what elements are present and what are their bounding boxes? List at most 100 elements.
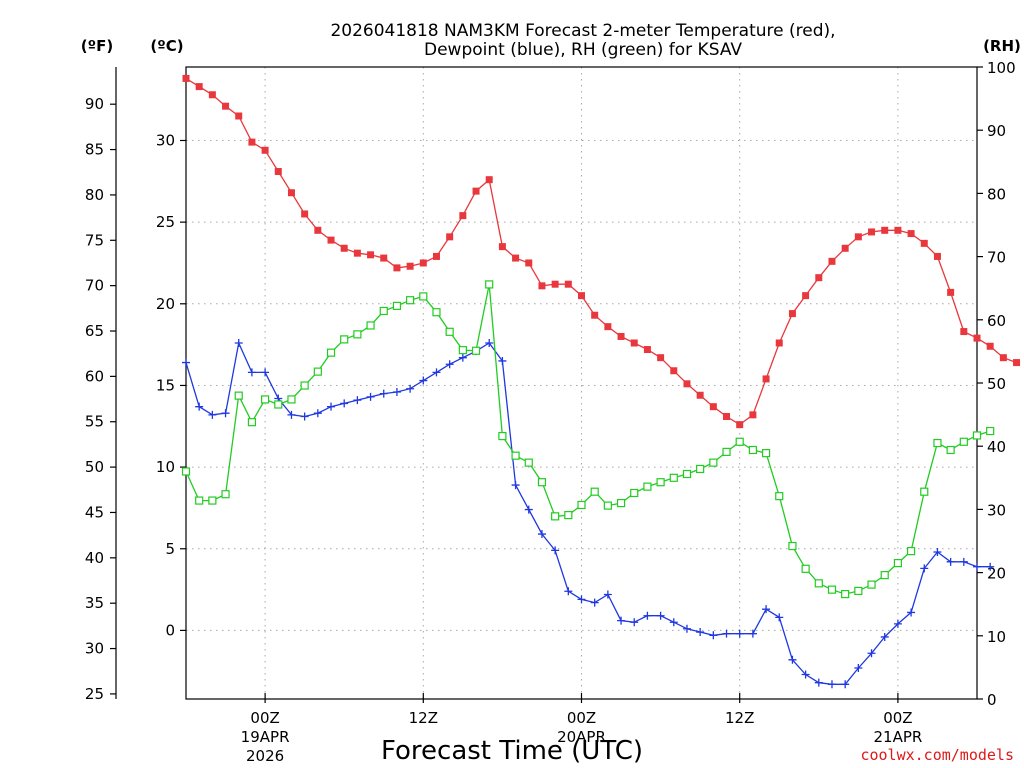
rh-point (854, 586, 863, 596)
temperature-point (933, 252, 941, 260)
temperature-point (485, 176, 493, 184)
temperature-point (617, 332, 625, 340)
temperature-point (999, 354, 1007, 362)
rh-point (933, 438, 942, 448)
rh-point (920, 487, 929, 496)
dewpoint-point (340, 399, 349, 408)
dewpoint-point (511, 481, 520, 490)
temperature-point (749, 411, 757, 419)
rh-point (986, 426, 995, 436)
x-axis-title: Forecast Time (UTC) (381, 736, 643, 766)
temperature-point (696, 391, 704, 399)
dewpoint-point (379, 389, 388, 398)
fahrenheit-axis: 25 30 35 40 45 50 55 60 65 70 75 80 85 90 (85, 67, 117, 703)
temperature-point (657, 354, 665, 362)
dewpoint-point (643, 611, 652, 620)
dewpoint-point (287, 410, 296, 419)
dewpoint-point (841, 680, 850, 689)
dewpoint-point (551, 546, 560, 555)
rh-series-line (185, 284, 991, 595)
rh-tick-label: 80 (987, 185, 1006, 203)
temperature-point (591, 311, 599, 319)
dewpoint-point (762, 605, 771, 614)
celsius-tick-label: 25 (156, 213, 175, 231)
rh-point (656, 478, 665, 487)
dewpoint-point (590, 598, 599, 607)
dewpoint-point (867, 649, 876, 658)
fahrenheit-tick-label: 85 (85, 141, 104, 159)
temperature-point (947, 288, 955, 296)
dewpoint-point (498, 356, 507, 365)
rh-point (603, 501, 612, 510)
dewpoint-point (603, 590, 612, 599)
temperature-point (248, 138, 256, 146)
temperature-point (301, 210, 309, 218)
rh-point (326, 348, 336, 357)
rh-point (419, 292, 428, 301)
temperature-point (828, 257, 836, 265)
fahrenheit-tick-label: 75 (85, 231, 104, 249)
rh-tick-label: 60 (987, 312, 1006, 330)
rh-point (946, 445, 955, 455)
rh-tick-label: 90 (987, 122, 1006, 140)
dewpoint-point (682, 624, 691, 633)
time-tick-label: 12Z (725, 709, 754, 727)
dewpoint-point (221, 409, 230, 418)
dewpoint-point (669, 618, 678, 627)
temperature-point (551, 280, 559, 288)
temperature-point (762, 375, 770, 383)
temperature-point (815, 274, 823, 282)
dewpoint-point (722, 629, 731, 638)
temperature-point (406, 262, 414, 270)
rh-point (208, 496, 217, 505)
plot-frame (185, 66, 978, 700)
rh-point (353, 330, 362, 339)
temperature-point (683, 380, 691, 388)
fahrenheit-tick-label: 30 (85, 640, 104, 658)
fahrenheit-unit-label: (ºF) (81, 37, 113, 55)
rh-point (564, 510, 573, 520)
rh-point (313, 367, 322, 376)
rh-point (485, 280, 494, 289)
fahrenheit-tick-label: 65 (85, 322, 104, 340)
rh-point (524, 458, 533, 467)
temperature-point (564, 280, 572, 288)
temperature-point (709, 403, 717, 411)
temperature-point (287, 189, 295, 197)
rh-point (498, 431, 507, 441)
rh-tick-label: 40 (987, 438, 1006, 456)
temperature-point (446, 233, 454, 241)
rh-point (801, 564, 810, 573)
rh-point (893, 559, 903, 568)
dewpoint-point (313, 409, 322, 418)
dewpoint-point (933, 548, 942, 557)
temperature-point (894, 226, 902, 234)
temperature-point (380, 254, 388, 262)
dewpoint-point (775, 613, 784, 622)
rh-point (616, 498, 626, 508)
credit-link[interactable]: coolwx.com/models (860, 746, 1014, 764)
temperature-point (261, 146, 269, 154)
rh-point (221, 490, 230, 499)
rh-point (761, 449, 771, 458)
dewpoint-point (696, 628, 705, 637)
dewpoint-point (577, 595, 586, 604)
temperature-point (802, 292, 810, 300)
rh-point (392, 301, 402, 310)
temperature-point (604, 323, 612, 331)
temperature-point (367, 251, 375, 259)
dewpoint-point (959, 557, 968, 566)
temperature-point (195, 83, 203, 91)
temperature-point (907, 230, 915, 238)
temperature-point (630, 339, 638, 347)
dewpoint-point (973, 562, 981, 571)
rh-point (537, 478, 547, 487)
temperature-point (419, 259, 427, 267)
time-tick-label: 00Z (250, 709, 279, 727)
temperature-point (788, 310, 796, 318)
rh-point (696, 464, 705, 474)
rh-axis: 0 10 20 30 40 50 60 70 80 90 100 (977, 59, 1016, 709)
rh-point (709, 458, 718, 467)
fahrenheit-tick-label: 35 (85, 594, 104, 612)
